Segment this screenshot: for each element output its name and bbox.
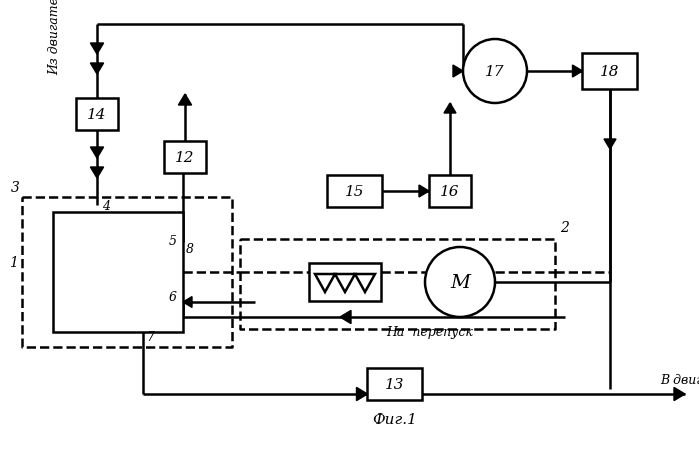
Text: 15: 15	[345, 184, 365, 198]
Polygon shape	[178, 95, 192, 106]
Text: 5: 5	[169, 235, 177, 248]
Polygon shape	[444, 104, 456, 114]
Polygon shape	[90, 44, 103, 55]
Text: М: М	[450, 273, 470, 291]
Text: 12: 12	[175, 151, 195, 165]
Circle shape	[425, 248, 495, 318]
Polygon shape	[419, 186, 429, 198]
Text: 1: 1	[9, 255, 18, 269]
Polygon shape	[315, 274, 335, 292]
Text: 16: 16	[440, 184, 460, 198]
Bar	[368, 368, 422, 400]
Text: 14: 14	[87, 108, 107, 122]
Bar	[328, 175, 382, 207]
Bar	[76, 99, 118, 131]
Polygon shape	[604, 140, 616, 150]
Polygon shape	[90, 168, 103, 179]
Text: 17: 17	[485, 65, 505, 79]
Text: В двигатель: В двигатель	[660, 373, 699, 386]
Polygon shape	[674, 387, 685, 400]
Polygon shape	[90, 147, 103, 159]
Bar	[429, 175, 471, 207]
Polygon shape	[356, 387, 368, 400]
Polygon shape	[183, 297, 192, 308]
Polygon shape	[453, 66, 463, 78]
Bar	[582, 54, 637, 90]
Polygon shape	[340, 311, 351, 324]
Polygon shape	[335, 274, 355, 292]
Text: 4: 4	[102, 199, 110, 212]
Text: Из двигателя: Из двигателя	[48, 0, 62, 75]
Text: 18: 18	[600, 65, 620, 79]
Text: 3: 3	[11, 180, 20, 194]
Text: Фиг.1: Фиг.1	[373, 412, 417, 426]
Polygon shape	[355, 274, 375, 292]
Bar	[164, 142, 206, 174]
Text: 8: 8	[186, 243, 194, 255]
Polygon shape	[572, 66, 582, 78]
Bar	[53, 212, 183, 332]
Text: 6: 6	[169, 290, 177, 304]
Text: 13: 13	[385, 377, 405, 391]
Polygon shape	[90, 64, 103, 75]
Bar	[309, 263, 381, 301]
Text: На  перепуск: На перепуск	[387, 325, 473, 338]
Text: 2: 2	[560, 221, 569, 235]
Circle shape	[463, 40, 527, 104]
Text: 7: 7	[146, 330, 154, 343]
